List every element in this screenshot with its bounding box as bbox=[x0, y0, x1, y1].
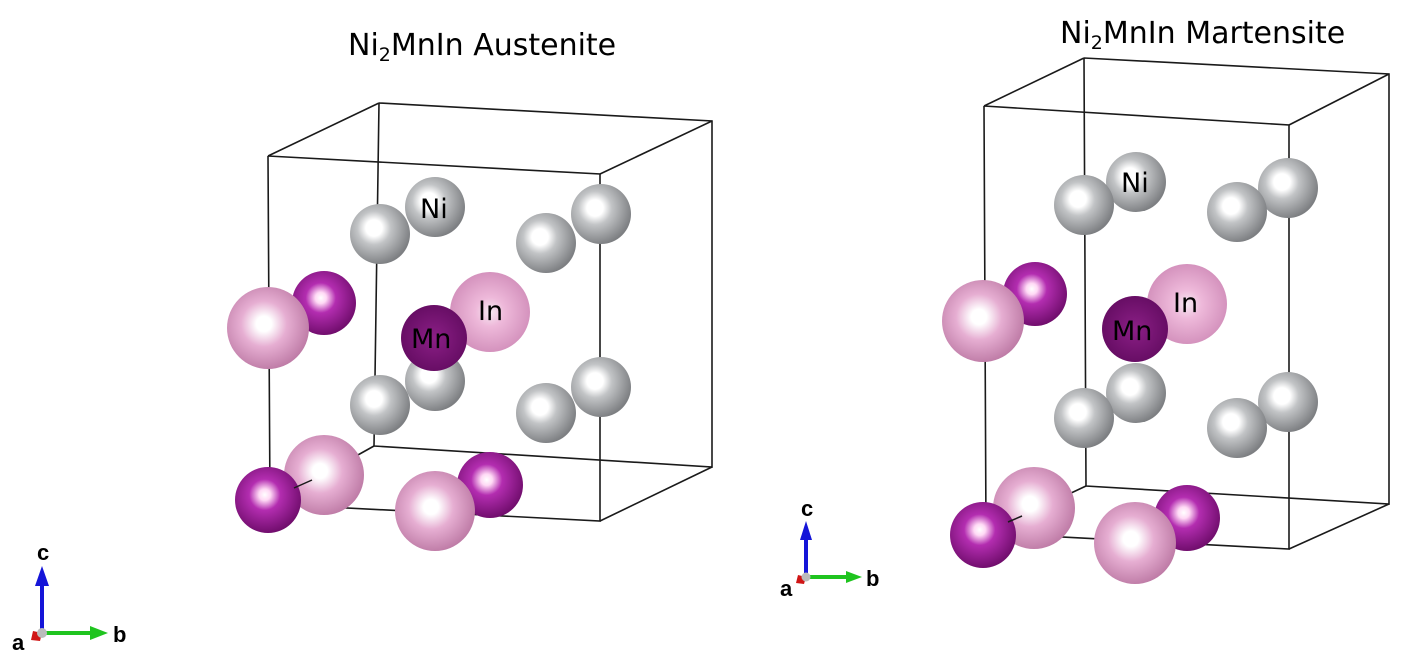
in-atom bbox=[227, 287, 309, 369]
ni-label: Ni bbox=[420, 194, 448, 225]
ni-atom bbox=[1106, 363, 1166, 423]
ni-atom bbox=[405, 177, 465, 237]
ni-atom bbox=[1258, 372, 1318, 432]
ni-label: Ni bbox=[1121, 168, 1149, 199]
ni-atom bbox=[1106, 152, 1166, 212]
mn-label: Mn bbox=[411, 324, 451, 355]
martensite-title: Ni2MnIn Martensite bbox=[1060, 16, 1346, 54]
in-atom bbox=[284, 435, 364, 515]
ni-atom bbox=[350, 375, 410, 435]
mn-atom bbox=[401, 305, 467, 371]
in-label: In bbox=[478, 296, 503, 327]
ni-atom bbox=[1258, 158, 1318, 218]
mn-atom bbox=[235, 467, 301, 533]
martensite-structure: Ni In Mn bbox=[942, 57, 1390, 584]
ni-atom bbox=[1054, 175, 1114, 235]
ni-atom bbox=[1207, 398, 1267, 458]
axis-b-label: b bbox=[113, 622, 126, 647]
mn-atom bbox=[1102, 296, 1168, 362]
mn-label: Mn bbox=[1112, 316, 1152, 347]
axis-origin bbox=[37, 628, 47, 638]
axis-a-label: a bbox=[780, 576, 793, 601]
ni-atom bbox=[516, 383, 576, 443]
austenite-structure: Ni In Mn bbox=[227, 102, 713, 551]
ni-atom bbox=[1054, 388, 1114, 448]
ni-atom bbox=[350, 204, 410, 264]
axis-c-label: c bbox=[801, 496, 813, 521]
in-atom bbox=[942, 280, 1024, 362]
axis-origin bbox=[801, 572, 811, 582]
ni-atom bbox=[516, 213, 576, 273]
ni-atom bbox=[1207, 182, 1267, 242]
axis-a-label: a bbox=[12, 630, 25, 655]
axis-b-label: b bbox=[866, 566, 879, 591]
in-label: In bbox=[1173, 288, 1198, 319]
austenite-axis-triad: c b a bbox=[12, 540, 126, 655]
ni-atom bbox=[571, 357, 631, 417]
axis-c-label: c bbox=[37, 540, 49, 565]
martensite-axis-triad: c b a bbox=[780, 496, 879, 601]
austenite-title: Ni2MnIn Austenite bbox=[348, 28, 617, 66]
ni-atom bbox=[571, 184, 631, 244]
mn-atom bbox=[950, 502, 1016, 568]
in-atom bbox=[450, 272, 530, 352]
in-atom bbox=[1094, 502, 1176, 584]
in-atom bbox=[395, 471, 475, 551]
